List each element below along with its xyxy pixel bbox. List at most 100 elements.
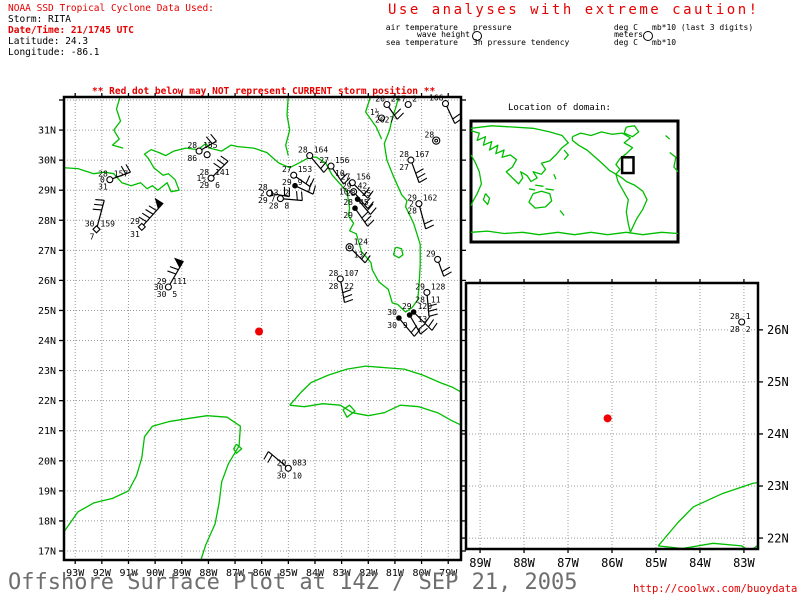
axis-label: 27N bbox=[38, 246, 56, 257]
coastline-path bbox=[64, 97, 421, 313]
station-value: 156 bbox=[335, 156, 350, 165]
station-value: 27 bbox=[399, 163, 409, 172]
station-value: 26 bbox=[375, 95, 385, 104]
world-coastline bbox=[470, 125, 569, 185]
domain-box bbox=[620, 156, 635, 175]
station-value: 27 bbox=[341, 173, 351, 182]
station-value: 11 bbox=[431, 295, 441, 304]
station-value: 24 bbox=[391, 95, 401, 104]
station-value: 29 bbox=[343, 211, 353, 220]
station-value: 083 bbox=[292, 458, 307, 467]
axis-label: 84W bbox=[306, 568, 325, 579]
legend-pressure: pressure bbox=[473, 23, 512, 32]
axis-label: 25N bbox=[38, 306, 56, 317]
axis-label: 22N bbox=[38, 396, 56, 407]
world-coastline bbox=[528, 188, 536, 191]
red-dot-warning: ** Red dot below may NOT represent CURRE… bbox=[92, 86, 436, 97]
storm-latitude: Latitude: 24.3 bbox=[8, 36, 89, 47]
station-value: 7 bbox=[90, 232, 95, 241]
station-value: 13 bbox=[269, 189, 279, 198]
stations: 28 1 28 2 bbox=[730, 312, 751, 334]
station-plot: 29 128 28 11 bbox=[415, 282, 446, 317]
station-value: 10 bbox=[339, 188, 349, 197]
station-value: 86 bbox=[187, 154, 197, 163]
station-value: 29 bbox=[157, 277, 167, 286]
station-value: 28 bbox=[329, 269, 339, 278]
map-frame bbox=[62, 95, 463, 562]
station-value: 107 bbox=[344, 269, 359, 278]
axis-label: 18N bbox=[38, 516, 56, 527]
station-value: 29 bbox=[277, 458, 287, 467]
station-value: 27 bbox=[282, 165, 292, 174]
axis-label: 85W bbox=[645, 556, 667, 570]
station-plot: 29 bbox=[426, 249, 452, 277]
axis-label: 23N bbox=[767, 479, 789, 493]
legend-unit-degc-top: deg C bbox=[613, 23, 638, 32]
station-plot: 27 156 10 bbox=[319, 156, 351, 185]
axis-label: 19N bbox=[38, 486, 56, 497]
coastline-path bbox=[111, 97, 124, 149]
station-plot: 28 155 86 bbox=[187, 133, 218, 163]
station-value: 156 bbox=[356, 173, 371, 182]
axis-label: 24N bbox=[767, 427, 789, 441]
coastline-path bbox=[289, 403, 461, 426]
station-value: 28 bbox=[329, 282, 339, 291]
station-value: 124 bbox=[354, 237, 369, 246]
world-coastline bbox=[553, 173, 557, 180]
legend-wave-height: wave height bbox=[417, 30, 470, 39]
station-value: 28 bbox=[407, 207, 417, 216]
station-plot: 28 bbox=[425, 131, 441, 145]
axis-label: 23N bbox=[38, 366, 56, 377]
axis-label: 90W bbox=[146, 568, 165, 579]
station-value: 167 bbox=[415, 150, 430, 159]
station-value: 13 bbox=[354, 250, 364, 259]
station-value: 111 bbox=[172, 277, 187, 286]
station-value: 28 bbox=[187, 141, 197, 150]
axis-label: 22N bbox=[767, 531, 789, 545]
station-value: 2 bbox=[409, 200, 414, 209]
domain-inset-label: Location of domain: bbox=[508, 103, 611, 113]
world-coastline bbox=[665, 135, 671, 140]
station-plot: 29 120 13 bbox=[402, 302, 438, 331]
station-value: 1 bbox=[278, 464, 283, 473]
axis-label: 31N bbox=[38, 126, 56, 137]
station-value: 8 bbox=[284, 202, 289, 211]
station-value: 159 bbox=[101, 219, 116, 228]
coastline-path bbox=[233, 443, 243, 454]
axis-label: 81W bbox=[386, 568, 405, 579]
axis-label: 82W bbox=[359, 568, 378, 579]
world-map-frame bbox=[469, 119, 680, 244]
station-plot: 28 1 28 2 bbox=[730, 312, 751, 334]
station-plot: 28 157 031 bbox=[98, 164, 131, 192]
station-value: 141 bbox=[215, 168, 230, 177]
legend-pressure-tendency: 3h pressure tendency bbox=[473, 38, 570, 47]
world-coastline bbox=[669, 151, 679, 173]
station-plot: 27 156 bbox=[341, 173, 374, 199]
station-value: 9 bbox=[403, 321, 408, 330]
station-value: 30 bbox=[387, 321, 397, 330]
coastline-path bbox=[289, 365, 461, 406]
station-value: 22 bbox=[344, 282, 354, 291]
axis-ticks bbox=[59, 93, 466, 564]
station-value: 28 bbox=[258, 183, 268, 192]
station-value: 5 bbox=[172, 290, 177, 299]
world-coastline bbox=[535, 184, 544, 187]
station-plot: 28 45 29 bbox=[343, 198, 375, 227]
coastline-path bbox=[657, 481, 758, 547]
station-plot bbox=[203, 151, 211, 159]
axis-label: 17N bbox=[38, 546, 56, 557]
station-plot: 29 162 228 bbox=[407, 194, 438, 230]
axis-label: 92W bbox=[93, 568, 112, 579]
station-value: 7 bbox=[271, 195, 276, 204]
station-value: 25 bbox=[362, 189, 372, 198]
axis-label: 84W bbox=[689, 556, 711, 570]
station-value: 45 bbox=[359, 198, 369, 207]
station-value: 2 bbox=[746, 325, 751, 334]
data-source-line: NOAA SSD Tropical Cyclone Data Used: bbox=[8, 3, 214, 14]
station-value: 153 bbox=[298, 165, 313, 174]
